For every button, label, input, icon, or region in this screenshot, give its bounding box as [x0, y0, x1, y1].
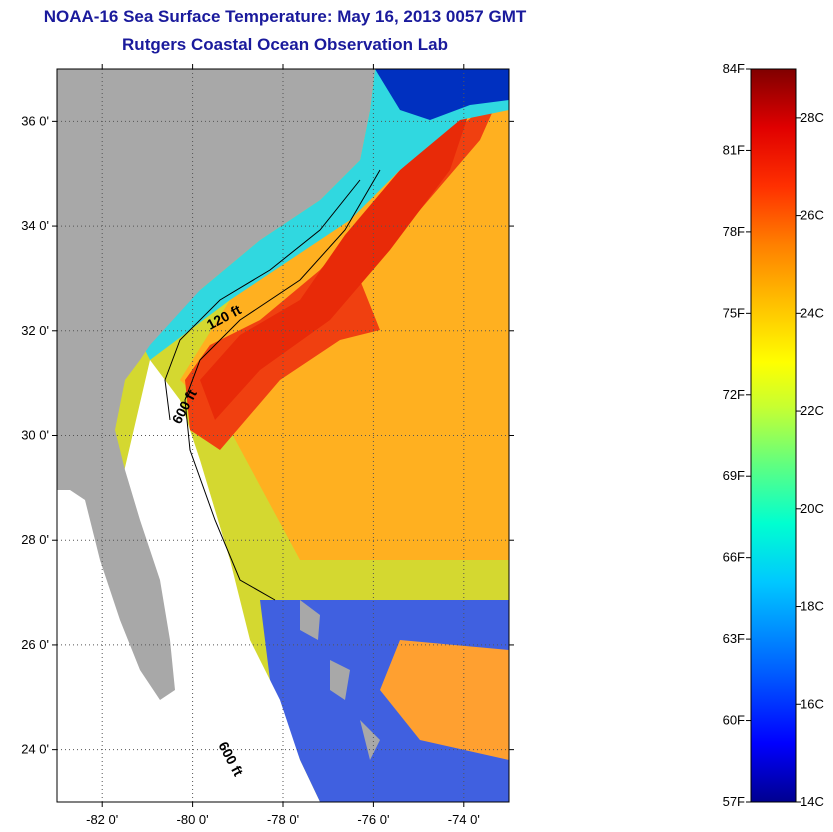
- lat-ticks: 24 0' 26 0' 28 0' 30 0' 32 0' 34 0' 36 0': [21, 113, 514, 757]
- cb-c-label: 16C: [800, 696, 824, 711]
- cb-f-label: 60F: [723, 713, 745, 728]
- south-warm-patches: [380, 640, 509, 760]
- cb-f-label: 72F: [723, 387, 745, 402]
- colorbar-fahrenheit-labels: 84F 81F 78F 75F 72F 69F 66F 63F 60F 57F: [723, 61, 751, 809]
- grid-lines: [57, 69, 509, 802]
- cb-f-label: 81F: [723, 142, 745, 157]
- contour-120ft: [164, 179, 361, 421]
- colorbar-gradient: [750, 68, 797, 803]
- map-title: NOAA-16 Sea Surface Temperature: May 16,…: [43, 7, 527, 26]
- lat-tick-label: 32 0': [21, 323, 49, 338]
- contour-600ft: [184, 169, 381, 601]
- cb-c-label: 18C: [800, 599, 824, 614]
- lat-tick-label: 30 0': [21, 428, 49, 443]
- lat-tick-label: 34 0': [21, 218, 49, 233]
- lat-tick-label: 36 0': [21, 113, 49, 128]
- gulf-stream-core: [200, 110, 470, 420]
- cb-f-label: 75F: [723, 305, 745, 320]
- lon-tick-label: -82 0': [86, 812, 118, 827]
- lon-tick-label: -74 0': [448, 812, 480, 827]
- colorbar-celsius-labels: 28C 26C 24C 22C 20C 18C 16C 14C: [796, 110, 824, 809]
- cb-f-label: 63F: [723, 631, 745, 646]
- cb-c-label: 20C: [800, 501, 824, 516]
- lat-tick-label: 26 0': [21, 637, 49, 652]
- north-cold-water: [375, 69, 509, 120]
- cb-c-label: 24C: [800, 305, 824, 320]
- cb-f-label: 84F: [723, 61, 745, 76]
- cb-f-label: 66F: [723, 550, 745, 565]
- cb-c-label: 22C: [800, 403, 824, 418]
- lon-tick-label: -80 0': [177, 812, 209, 827]
- no-data-region: [57, 360, 320, 802]
- land-mass: [57, 69, 375, 700]
- lat-tick-label: 24 0': [21, 742, 49, 757]
- bahamas-land: [300, 600, 380, 760]
- cb-c-label: 28C: [800, 110, 824, 125]
- map-subtitle: Rutgers Coastal Ocean Observation Lab: [122, 35, 448, 54]
- cb-f-label: 78F: [723, 224, 745, 239]
- lon-tick-label: -76 0': [357, 812, 389, 827]
- cb-f-label: 57F: [723, 794, 745, 809]
- lat-tick-label: 28 0': [21, 532, 49, 547]
- lon-ticks: -82 0' -80 0' -78 0' -76 0' -74 0': [86, 64, 480, 827]
- coastal-cool-water: [140, 69, 509, 360]
- cb-c-label: 14C: [800, 794, 824, 809]
- lon-tick-label: -78 0': [267, 812, 299, 827]
- cb-c-label: 26C: [800, 208, 824, 223]
- cb-f-label: 69F: [723, 468, 745, 483]
